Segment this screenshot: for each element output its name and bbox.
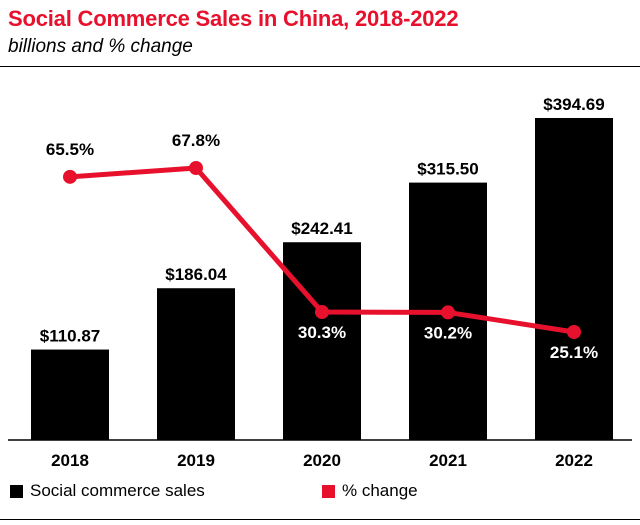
x-tick-2021: 2021 — [429, 451, 467, 470]
chart-title: Social Commerce Sales in China, 2018-202… — [8, 6, 459, 31]
pct-point-2018 — [63, 169, 77, 184]
bar-2018 — [31, 349, 109, 440]
x-tick-2018: 2018 — [51, 451, 89, 470]
bar-label-2022: $394.69 — [543, 95, 604, 114]
pct-label-2018: 65.5% — [46, 140, 94, 159]
legend-item-change: % change — [322, 481, 418, 501]
bar-label-2018: $110.87 — [40, 327, 101, 346]
top-divider — [0, 66, 640, 67]
pct-point-2022 — [567, 325, 581, 339]
pct-point-2019 — [189, 161, 203, 175]
chart-plot: $110.87 $186.04 $242.41 $315.50 $394.69 2018 2… — [8, 95, 632, 470]
pct-point-2020 — [315, 305, 329, 320]
pct-label-2019: 67.8% — [172, 131, 220, 150]
legend-swatch-sales — [10, 484, 23, 498]
pct-label-2021: 30.2% — [424, 323, 472, 342]
bar-2019 — [157, 288, 235, 440]
legend-swatch-change — [322, 484, 335, 498]
bar-label-2019: $186.04 — [165, 265, 227, 284]
bar-2020 — [283, 242, 361, 440]
legend-item-sales: Social commerce sales — [10, 481, 205, 501]
chart-subtitle: billions and % change — [8, 36, 193, 57]
x-tick-2022: 2022 — [555, 451, 593, 470]
x-tick-2019: 2019 — [177, 451, 215, 470]
legend-label-sales: Social commerce sales — [30, 481, 205, 500]
bar-2022 — [535, 118, 613, 440]
bottom-divider — [0, 519, 640, 520]
x-tick-2020: 2020 — [303, 451, 341, 470]
pct-label-2022: 25.1% — [550, 343, 598, 362]
bar-label-2021: $315.50 — [417, 160, 478, 179]
bar-label-2020: $242.41 — [291, 219, 352, 238]
pct-point-2021 — [441, 305, 455, 320]
legend-label-change: % change — [342, 481, 418, 500]
pct-label-2020: 30.3% — [298, 323, 346, 342]
